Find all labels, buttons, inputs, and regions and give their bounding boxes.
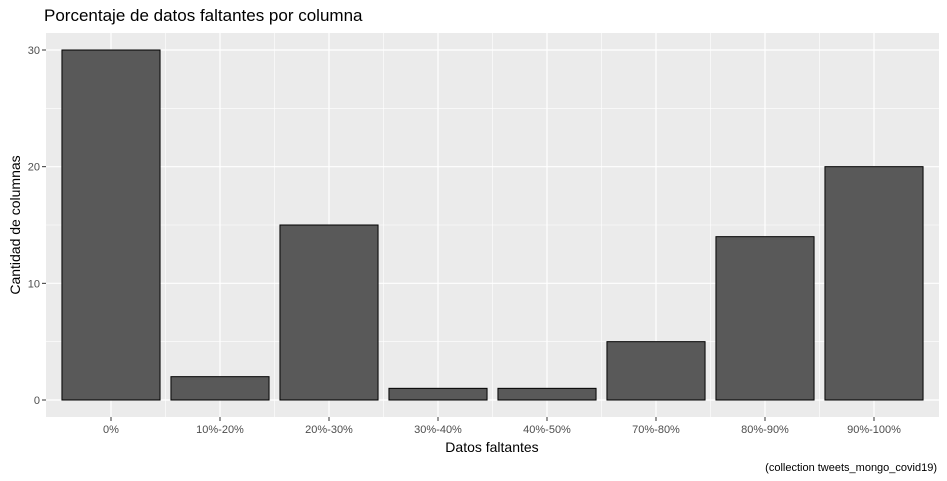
bar-20%-30%	[279, 224, 379, 401]
y-tick-label: 10	[28, 278, 40, 290]
y-tick-label: 20	[28, 162, 40, 174]
chart-caption: (collection tweets_mongo_covid19)	[765, 462, 937, 474]
y-axis: 0 10 20 30	[28, 45, 46, 407]
x-tick-label: 80%-90%	[741, 424, 789, 436]
x-tick-label: 20%-30%	[305, 424, 353, 436]
x-tick-label: 0%	[103, 424, 119, 436]
bar-30%-40%	[388, 387, 488, 401]
x-tick-label: 10%-20%	[196, 424, 244, 436]
chart-title: Porcentaje de datos faltantes por column…	[44, 6, 363, 25]
bar-40%-50%	[497, 387, 597, 401]
bars	[61, 49, 924, 401]
x-axis: 0% 10%-20% 20%-30% 30%-40% 40%-50% 70%-80% 80%…	[103, 417, 901, 436]
x-tick-label: 30%-40%	[414, 424, 462, 436]
x-tick-label: 70%-80%	[632, 424, 680, 436]
bar-70%-80%	[606, 341, 706, 401]
bar-90%-100%	[824, 166, 924, 401]
bar-10%-20%	[170, 376, 270, 401]
x-tick-label: 90%-100%	[847, 424, 901, 436]
y-axis-title: Cantidad de columnas	[7, 155, 23, 294]
x-axis-title: Datos faltantes	[445, 439, 538, 455]
bar-0%	[61, 49, 161, 401]
bar-80%-90%	[715, 236, 815, 401]
x-tick-label: 40%-50%	[523, 424, 571, 436]
y-tick-label: 30	[28, 45, 40, 57]
y-tick-label: 0	[34, 395, 40, 407]
